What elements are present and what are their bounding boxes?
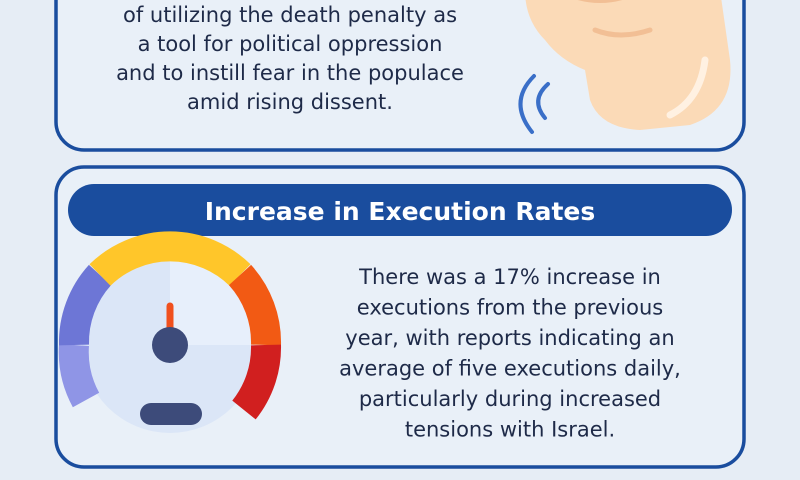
text-line: and to instill fear in the populace <box>116 61 464 85</box>
text-line: tensions with Israel. <box>405 418 615 442</box>
text-line: executions from the previous <box>357 296 663 320</box>
text-line: of utilizing the death penalty as <box>123 3 457 27</box>
panel-heading: Increase in Execution Rates <box>205 197 596 226</box>
text-line: year, with reports indicating an <box>345 326 674 350</box>
text-line: There was a 17% increase in <box>358 265 661 289</box>
gauge-icon <box>58 231 282 433</box>
hand-icon <box>518 0 731 134</box>
text-line: particularly during increased <box>359 387 661 411</box>
execution-text: There was a 17% increase in executions fr… <box>339 265 681 442</box>
heading-bar <box>68 184 732 236</box>
text-line: amid rising dissent. <box>187 90 393 114</box>
text-line: average of five executions daily, <box>339 357 681 381</box>
top-text: of utilizing the death penalty as a tool … <box>116 3 464 114</box>
text-line: a tool for political oppression <box>138 32 443 56</box>
